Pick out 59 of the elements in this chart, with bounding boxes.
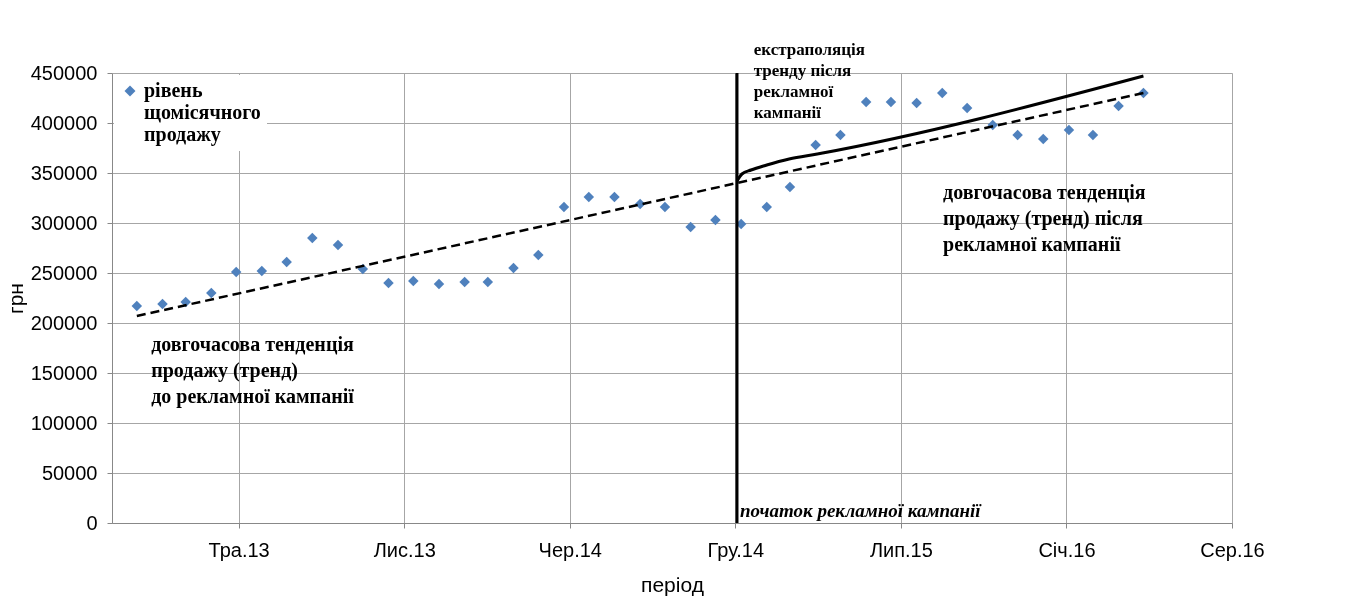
x-tick-label: Тра.13	[208, 538, 270, 561]
point	[332, 239, 344, 251]
y-tick-label: 100000	[30, 411, 98, 434]
point	[482, 276, 494, 288]
point	[835, 129, 846, 141]
point	[937, 87, 948, 99]
point	[157, 298, 168, 310]
point	[659, 201, 671, 213]
point	[685, 221, 696, 233]
x-tick-label: Чер.14	[538, 538, 602, 561]
point	[911, 97, 922, 109]
point	[1038, 133, 1049, 145]
x-tick-label: Лип.15	[869, 538, 933, 561]
annotation: довгочасова тенденція продажу (тренд) до рекламної кампанії	[151, 333, 355, 409]
annotation: довгочасова тенденція продажу (тренд) після рекламної кампанії	[943, 181, 1146, 257]
y-tick-label: 400000	[30, 111, 98, 134]
y-tick-label: 450000	[30, 61, 98, 84]
point	[1063, 124, 1075, 136]
x-tick-label: Січ.16	[1038, 538, 1096, 561]
y-tick-label: 200000	[30, 311, 98, 334]
y-tick-label: 50000	[41, 461, 98, 484]
y-axis-title: грн	[3, 283, 27, 314]
y-tick-label: 350000	[30, 161, 98, 184]
point	[1113, 100, 1124, 112]
point	[459, 276, 470, 288]
point	[307, 232, 318, 244]
point	[256, 265, 268, 277]
point	[558, 201, 570, 213]
point	[609, 191, 620, 203]
x-tick-label: Гру.14	[707, 538, 765, 561]
point	[508, 262, 519, 274]
x-axis-title: період	[641, 572, 704, 596]
point	[206, 287, 217, 299]
ref-line-label: початок рекламної кампанії	[739, 500, 983, 521]
point	[383, 277, 394, 289]
annotation: екстраполяція тренду після рекламної кампанії	[753, 39, 866, 122]
point	[710, 214, 721, 226]
y-tick-label: 250000	[30, 261, 98, 284]
point	[281, 256, 292, 268]
point	[230, 266, 242, 278]
legend-label: рівень щомісячного продажу	[144, 79, 261, 146]
point	[860, 96, 872, 108]
point	[533, 249, 544, 261]
point	[961, 102, 973, 114]
point	[784, 181, 796, 193]
y-tick-label: 300000	[30, 211, 98, 234]
point	[433, 278, 445, 290]
y-tick-label: 0	[86, 511, 98, 534]
point	[810, 139, 821, 151]
point	[1087, 129, 1099, 141]
x-tick-label: Сер.16	[1200, 538, 1265, 561]
point	[131, 300, 143, 312]
point	[1012, 129, 1023, 141]
point	[583, 191, 595, 203]
x-tick-label: Лис.13	[373, 538, 436, 561]
point	[408, 275, 419, 287]
point	[761, 201, 773, 213]
point	[885, 96, 897, 108]
y-tick-label: 150000	[30, 361, 98, 384]
